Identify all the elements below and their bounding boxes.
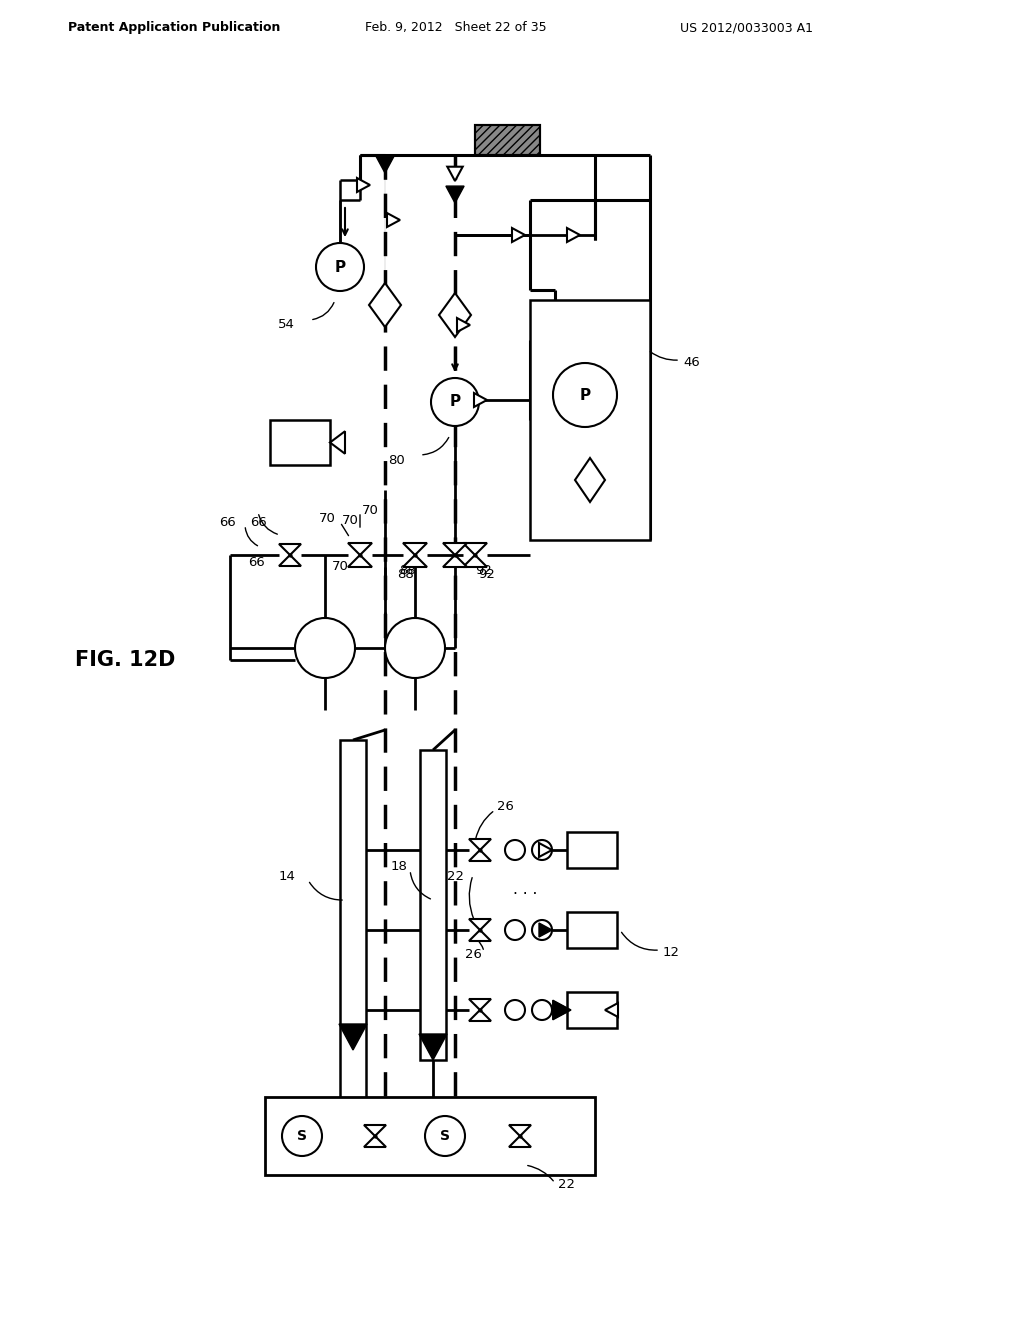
- Polygon shape: [469, 931, 490, 941]
- Polygon shape: [330, 432, 345, 454]
- Text: 18: 18: [390, 861, 407, 874]
- Polygon shape: [553, 1001, 570, 1019]
- Circle shape: [316, 243, 364, 290]
- Polygon shape: [469, 999, 490, 1010]
- Text: 92: 92: [478, 569, 495, 582]
- Polygon shape: [605, 1003, 618, 1016]
- Text: P: P: [580, 388, 591, 403]
- Polygon shape: [357, 178, 370, 191]
- Text: 70: 70: [332, 560, 348, 573]
- Polygon shape: [369, 282, 401, 327]
- Circle shape: [532, 1001, 552, 1020]
- Text: 88: 88: [399, 564, 417, 577]
- Circle shape: [505, 920, 525, 940]
- Bar: [567, 832, 617, 869]
- Text: Feb. 9, 2012   Sheet 22 of 35: Feb. 9, 2012 Sheet 22 of 35: [365, 21, 547, 34]
- Text: 66: 66: [219, 516, 236, 528]
- Polygon shape: [403, 554, 427, 568]
- Text: 12: 12: [663, 945, 680, 958]
- Circle shape: [282, 1115, 322, 1156]
- Polygon shape: [439, 293, 471, 337]
- Polygon shape: [553, 1001, 571, 1020]
- Text: 88: 88: [396, 569, 414, 582]
- Text: P: P: [450, 395, 461, 409]
- Polygon shape: [469, 840, 490, 850]
- Bar: [530, 300, 650, 540]
- Polygon shape: [364, 1125, 386, 1137]
- Polygon shape: [463, 543, 487, 554]
- Bar: [340, 741, 366, 1110]
- Circle shape: [553, 363, 617, 426]
- Circle shape: [505, 1001, 525, 1020]
- Polygon shape: [445, 186, 464, 203]
- Polygon shape: [279, 554, 301, 566]
- Text: 26: 26: [465, 949, 482, 961]
- Polygon shape: [376, 156, 394, 173]
- Polygon shape: [539, 843, 552, 857]
- Polygon shape: [443, 543, 467, 554]
- Text: FIG. 12D: FIG. 12D: [75, 649, 175, 671]
- Text: 66: 66: [250, 516, 266, 528]
- Polygon shape: [419, 1034, 447, 1060]
- Polygon shape: [447, 166, 463, 181]
- Polygon shape: [279, 544, 301, 554]
- Circle shape: [385, 618, 445, 678]
- Polygon shape: [469, 850, 490, 861]
- Text: P: P: [335, 260, 345, 275]
- Text: 66: 66: [248, 557, 265, 569]
- Text: 70: 70: [362, 503, 379, 516]
- Circle shape: [505, 840, 525, 861]
- Text: 92: 92: [475, 564, 492, 577]
- Polygon shape: [469, 919, 490, 931]
- Polygon shape: [509, 1125, 531, 1137]
- Polygon shape: [339, 1024, 367, 1049]
- Polygon shape: [509, 1137, 531, 1147]
- Text: 46: 46: [683, 355, 699, 368]
- Text: 22: 22: [447, 870, 464, 883]
- Polygon shape: [474, 393, 487, 407]
- Polygon shape: [457, 318, 470, 333]
- Text: 22: 22: [558, 1179, 575, 1192]
- Text: US 2012/0033003 A1: US 2012/0033003 A1: [680, 21, 813, 34]
- Bar: [420, 750, 446, 1060]
- Polygon shape: [463, 554, 487, 568]
- Bar: [270, 420, 330, 465]
- Polygon shape: [348, 543, 372, 554]
- Circle shape: [425, 1115, 465, 1156]
- Polygon shape: [512, 228, 525, 242]
- Text: 80: 80: [388, 454, 406, 466]
- Polygon shape: [387, 213, 400, 227]
- Bar: [475, 125, 540, 154]
- Bar: [567, 912, 617, 948]
- Bar: [567, 993, 617, 1028]
- Polygon shape: [567, 228, 580, 242]
- Text: Patent Application Publication: Patent Application Publication: [68, 21, 281, 34]
- Circle shape: [532, 840, 552, 861]
- Polygon shape: [364, 1137, 386, 1147]
- Polygon shape: [348, 554, 372, 568]
- Text: 14: 14: [279, 870, 295, 883]
- Text: S: S: [297, 1129, 307, 1143]
- Text: 70: 70: [342, 513, 358, 527]
- Polygon shape: [403, 543, 427, 554]
- Polygon shape: [443, 554, 467, 568]
- Bar: [475, 125, 540, 154]
- Text: S: S: [440, 1129, 450, 1143]
- Text: . . .: . . .: [513, 883, 538, 898]
- Circle shape: [431, 378, 479, 426]
- Text: 70: 70: [319, 511, 336, 524]
- Circle shape: [295, 618, 355, 678]
- Bar: [265, 1097, 595, 1175]
- Polygon shape: [539, 923, 552, 937]
- Text: 54: 54: [279, 318, 295, 331]
- Polygon shape: [575, 458, 605, 502]
- Circle shape: [532, 920, 552, 940]
- Text: 26: 26: [497, 800, 514, 813]
- Polygon shape: [469, 1010, 490, 1020]
